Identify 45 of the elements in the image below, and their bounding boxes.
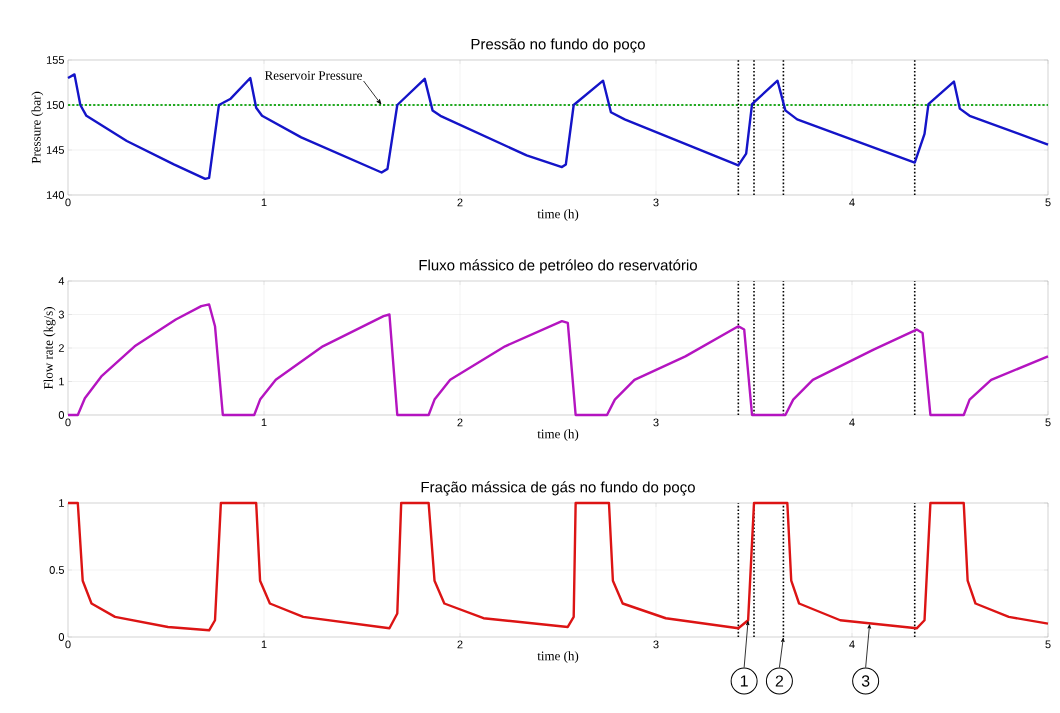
line-series [66,501,1050,632]
chart-title: Fluxo mássico de petróleo do reservatório [419,259,697,274]
x-tick-label: 0 [65,640,71,649]
x-tick-label: 1 [261,418,267,427]
x-tick-label: 3 [653,640,659,649]
x-tick-label: 3 [653,418,659,427]
x-tick-label: 5 [1045,418,1051,427]
y-axis-title: Pressure (bar) [31,91,44,164]
x-tick-label: 1 [261,198,267,207]
x-tick-label: 2 [457,640,463,649]
annotation: 3 [861,675,870,687]
line-series [66,73,1050,180]
y-tick-label: 155 [46,56,64,64]
y-axis-title: Flow rate (kg/s) [43,307,56,390]
y-tick-label: 1 [59,377,64,386]
y-tick-label: 2 [58,344,64,352]
x-axis-title: time (h) [537,429,579,441]
x-axis-title: time (h) [537,651,579,663]
x-tick-label: 5 [1045,640,1051,649]
x-tick-label: 4 [849,198,855,207]
annotation: Reservoir Pressure [264,71,362,80]
chart-title: Pressão no fundo do poço [471,38,645,53]
x-tick-label: 2 [457,198,463,207]
y-tick-label: 0 [58,633,65,641]
y-tick-label: 140 [46,191,65,199]
chart-title: Fração mássica de gás no fundo do poço [421,481,695,496]
x-tick-label: 0 [65,198,71,207]
x-tick-label: 0 [65,418,71,427]
x-tick-label: 2 [457,418,463,427]
y-tick-label: 0 [58,411,65,419]
annotation: 2 [775,675,784,687]
y-tick-label: 1 [59,499,64,507]
x-tick-label: 3 [653,198,659,207]
x-axis-title: time (h) [537,209,579,221]
x-tick-label: 4 [849,640,855,649]
annotation: 1 [740,675,748,687]
line-series [66,303,1050,417]
y-tick-label: 4 [58,277,65,285]
y-tick-label: 3 [58,310,64,319]
x-tick-label: 1 [261,640,267,649]
x-tick-label: 4 [849,418,855,427]
y-tick-label: 0.5 [49,566,64,574]
y-tick-label: 150 [46,101,65,109]
x-tick-label: 5 [1045,198,1051,207]
y-tick-label: 145 [46,146,64,154]
